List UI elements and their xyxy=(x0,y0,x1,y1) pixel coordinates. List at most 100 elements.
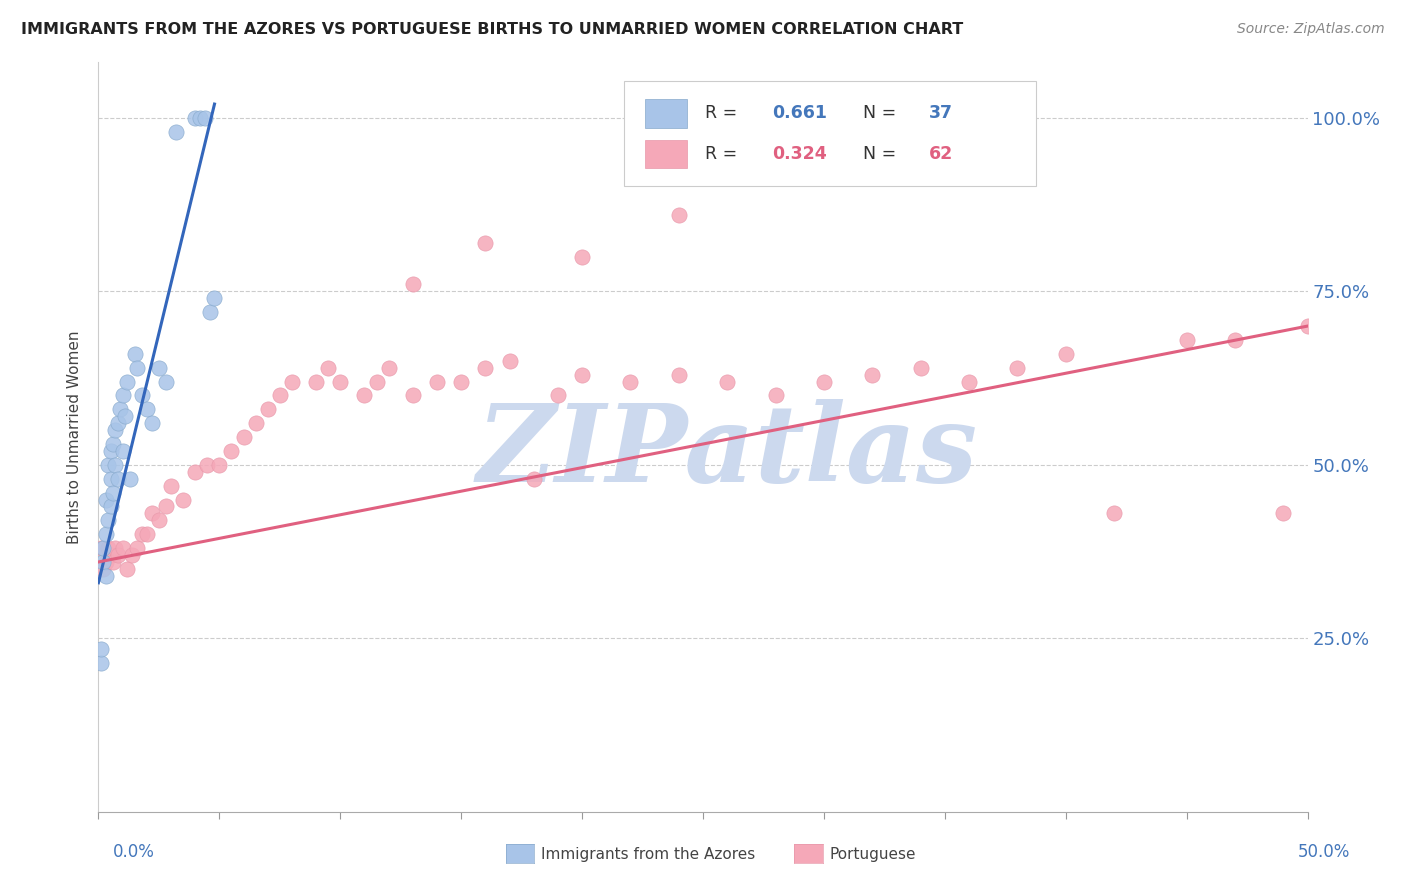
Bar xyxy=(645,99,688,128)
Point xyxy=(107,548,129,562)
Point xyxy=(1296,319,1319,334)
Point xyxy=(111,388,134,402)
Point xyxy=(910,360,932,375)
Point xyxy=(108,402,131,417)
Point xyxy=(1102,507,1125,521)
Point xyxy=(107,472,129,486)
Text: 0.324: 0.324 xyxy=(772,145,827,163)
Point xyxy=(101,555,124,569)
Point xyxy=(547,388,569,402)
Point xyxy=(1054,347,1077,361)
Point xyxy=(1272,507,1295,521)
Point xyxy=(91,562,114,576)
Text: 0.661: 0.661 xyxy=(772,104,827,122)
Point xyxy=(90,641,112,656)
Point xyxy=(148,360,170,375)
Point xyxy=(305,375,328,389)
Point xyxy=(91,555,114,569)
Point xyxy=(100,500,122,514)
Point xyxy=(402,277,425,292)
Point xyxy=(90,656,112,670)
Point xyxy=(619,375,641,389)
Point xyxy=(498,353,520,368)
Point xyxy=(269,388,291,402)
Text: N =: N = xyxy=(863,145,901,163)
Text: Portuguese: Portuguese xyxy=(830,847,917,862)
Point xyxy=(184,111,207,125)
Point xyxy=(353,388,375,402)
Point xyxy=(104,541,127,555)
Point xyxy=(204,291,226,305)
Point xyxy=(232,430,254,444)
Point xyxy=(184,465,207,479)
Text: 37: 37 xyxy=(929,104,953,122)
Point xyxy=(366,375,388,389)
Point xyxy=(426,375,449,389)
Point xyxy=(107,416,129,430)
Point xyxy=(121,548,143,562)
Point xyxy=(668,368,690,382)
Point xyxy=(165,125,187,139)
Point xyxy=(316,360,339,375)
Point xyxy=(100,472,122,486)
Point xyxy=(523,472,546,486)
Point xyxy=(141,507,163,521)
Point xyxy=(135,402,157,417)
Point xyxy=(100,444,122,458)
Point xyxy=(104,458,127,472)
Point xyxy=(245,416,267,430)
Text: Immigrants from the Azores: Immigrants from the Azores xyxy=(541,847,755,862)
Point xyxy=(91,541,114,555)
Point xyxy=(160,478,183,492)
Point xyxy=(1007,360,1029,375)
Point xyxy=(104,423,127,437)
Point xyxy=(256,402,278,417)
Point xyxy=(329,375,352,389)
Text: R =: R = xyxy=(706,104,744,122)
Text: N =: N = xyxy=(863,104,901,122)
Point xyxy=(90,541,112,555)
Point xyxy=(957,375,980,389)
Point xyxy=(172,492,194,507)
Point xyxy=(131,527,153,541)
Point xyxy=(402,388,425,402)
Point xyxy=(208,458,231,472)
Point xyxy=(94,527,117,541)
Point xyxy=(765,388,787,402)
Point xyxy=(94,555,117,569)
Point xyxy=(100,548,122,562)
Point xyxy=(571,368,593,382)
Point xyxy=(111,444,134,458)
Text: 0.0%: 0.0% xyxy=(112,843,155,861)
Point xyxy=(1223,333,1246,347)
Point xyxy=(94,569,117,583)
Bar xyxy=(645,140,688,168)
Point xyxy=(668,208,690,222)
Point xyxy=(813,375,835,389)
Point xyxy=(97,541,120,555)
Point xyxy=(474,360,496,375)
Point xyxy=(1175,333,1198,347)
Point xyxy=(221,444,243,458)
Point xyxy=(111,541,134,555)
Text: R =: R = xyxy=(706,145,744,163)
Point xyxy=(101,437,124,451)
Y-axis label: Births to Unmarried Women: Births to Unmarried Women xyxy=(67,330,83,544)
Point xyxy=(155,500,177,514)
Point xyxy=(94,492,117,507)
Point xyxy=(118,472,141,486)
Point xyxy=(195,458,218,472)
Point xyxy=(194,111,217,125)
Point xyxy=(127,541,149,555)
Point xyxy=(117,562,139,576)
Point xyxy=(155,375,177,389)
Text: IMMIGRANTS FROM THE AZORES VS PORTUGUESE BIRTHS TO UNMARRIED WOMEN CORRELATION C: IMMIGRANTS FROM THE AZORES VS PORTUGUESE… xyxy=(21,22,963,37)
Point xyxy=(124,347,146,361)
Point xyxy=(377,360,399,375)
Point xyxy=(450,375,472,389)
Point xyxy=(198,305,221,319)
Point xyxy=(813,111,835,125)
Text: ZIPatlas: ZIPatlas xyxy=(477,399,977,505)
Text: 50.0%: 50.0% xyxy=(1298,843,1350,861)
Point xyxy=(188,111,211,125)
